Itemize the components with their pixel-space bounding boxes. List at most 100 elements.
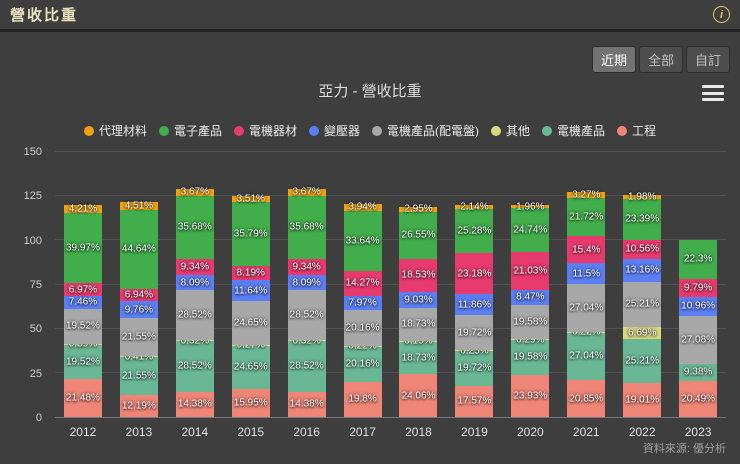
bar-segment: 19.58% [511,304,550,340]
segment-value-label: 11.86% [457,299,491,311]
x-axis-label: 2020 [516,425,544,439]
x-axis-label: 2021 [572,425,600,439]
bar-column: 23.93% 19.58% 0.29% 19.58% 8.47% 21.03% 24.74%… [502,152,558,439]
bars-container: 21.48% 19.52% 0.39% 19.52% 7.46% 6.97% 39.97% 4… [55,152,726,439]
bar-segment: 4.21% [63,203,102,214]
legend-item[interactable]: 代理材料 [83,122,147,139]
bar-segment: 11.5% [567,263,606,284]
bar-segment: 28.52% [175,340,214,392]
stacked-bar: 14.38% 28.52% 0.32% 28.52% 8.09% 9.34% 35.68% 3… [175,187,214,417]
segment-value-label: 8.47% [516,291,545,303]
legend-dot [308,125,319,136]
bar-segment: 0.32% [175,335,214,346]
segment-value-label: 24.74% [513,224,548,236]
bar-segment: 24.74% [511,208,550,253]
legend-item[interactable]: 電子產品 [158,122,222,139]
segment-value-label: 24.65% [233,361,268,373]
bar-segment: 11.86% [455,294,494,316]
bar-segment: 20.16% [343,310,382,346]
bar-segment: 0.29% [511,334,550,345]
bar-segment: 25.21% [623,338,662,384]
info-icon[interactable]: i [713,6,730,23]
bar-segment: 19.52% [63,344,102,379]
bar-segment: 24.65% [231,345,270,389]
legend-label: 電子產品 [173,124,222,138]
segment-value-label: 23.18% [457,268,492,280]
segment-value-label: 9.34% [180,261,209,273]
bar-segment: 12.19% [119,395,158,417]
bar-segment: 19.01% [623,383,662,417]
bar-segment: 19.58% [511,339,550,375]
bar-segment: 18.73% [399,341,438,375]
bar-segment: 8.47% [511,289,550,305]
gridline [55,283,726,285]
bar-column: 24.06% 18.73% 0.15% 18.73% 9.03% 18.53% 26.55%… [391,152,447,439]
stacked-bar: 21.48% 19.52% 0.39% 19.52% 7.46% 6.97% 39.97% 4… [63,203,102,417]
hamburger-menu-icon[interactable] [702,85,724,101]
segment-value-label: 21.48% [65,392,100,404]
range-button-custom[interactable]: 自訂 [685,46,730,73]
x-axis-label: 2019 [461,425,488,439]
bar-segment: 14.27% [343,270,382,296]
bar-segment: 8.09% [287,275,326,290]
segment-value-label: 11.64% [234,285,268,297]
bar-column: 20.49% 9.38% 27.08% 10.96% 9.79% 22.3% 2023 [670,152,726,439]
segment-value-label: 20.85% [569,393,604,405]
segment-value-label: 14.27% [345,277,380,289]
range-button-recent[interactable]: 近期 [591,46,636,73]
segment-value-label: 4.51% [124,200,154,212]
gridline [55,371,726,373]
legend-item[interactable]: 其他 [491,122,530,139]
bar-segment: 21.55% [119,357,158,396]
bar-segment: 26.55% [399,211,438,259]
segment-value-label: 19.72% [457,327,492,339]
legend-label: 其他 [506,124,531,138]
x-axis-label: 2014 [181,425,209,439]
bar-column: 12.19% 21.55% 0.41% 21.55% 9.76% 6.94% 44.64% 4… [111,152,167,439]
legend-dot [491,125,501,136]
bar-segment: 19.72% [455,315,494,351]
segment-value-label: 27.08% [681,334,716,346]
range-button-all[interactable]: 全部 [638,46,683,73]
bar-segment: 28.52% [287,289,326,341]
x-axis-label: 2023 [684,425,712,439]
bar-column: 14.38% 28.52% 0.32% 28.52% 8.09% 9.34% 35.68% 3… [279,152,335,439]
segment-value-label: 6.69% [627,327,657,339]
segment-value-label: 26.55% [401,229,436,241]
page-header: 營收比重 i [0,0,740,32]
bar-column: 21.48% 19.52% 0.39% 19.52% 7.46% 6.97% 39.97% 4… [55,152,111,439]
legend-item[interactable]: 電機產品(配電盤) [372,122,479,139]
stacked-bar: 14.38% 28.52% 0.32% 28.52% 8.09% 9.34% 35.68% 3… [287,187,326,417]
segment-value-label: 14.38% [289,398,324,410]
legend-item[interactable]: 工程 [617,122,656,139]
bar-segment: 28.52% [175,289,214,341]
legend-label: 代理材料 [98,124,147,138]
gridline [55,327,726,329]
segment-value-label: 10.96% [681,300,716,312]
stacked-bar: 17.57% 19.72% 0.25% 19.72% 11.86% 23.18% 25.28… [455,201,494,417]
segment-value-label: 18.73% [401,352,436,364]
bar-segment: 20.16% [343,346,382,382]
segment-value-label: 39.97% [65,242,100,254]
x-axis-label: 2018 [405,425,432,439]
bar-segment: 7.97% [343,295,382,311]
legend-label: 變壓器 [323,124,360,138]
legend-item[interactable]: 電機產品 [542,122,605,139]
segment-value-label: 20.16% [345,322,380,334]
bar-segment: 1.96% [511,201,550,212]
segment-value-label: 23.93% [513,390,548,402]
legend-item[interactable]: 變壓器 [308,122,360,139]
segment-value-label: 28.52% [289,309,324,321]
legend-dot [83,125,94,136]
segment-value-label: 35.79% [233,228,268,240]
bar-column: 14.38% 28.52% 0.32% 28.52% 8.09% 9.34% 35.68% 3… [167,152,223,439]
bar-segment: 44.64% [119,209,158,289]
legend-item[interactable]: 電機器材 [233,122,297,139]
bar-segment: 33.64% [343,210,382,271]
segment-value-label: 23.39% [625,213,660,225]
page-title: 營收比重 [10,7,79,24]
bar-segment: 21.03% [511,252,550,290]
bar-column: 15.95% 24.65% 0.27% 24.65% 11.64% 8.19% 35.79%… [223,152,279,439]
bar-segment: 8.19% [231,265,270,281]
